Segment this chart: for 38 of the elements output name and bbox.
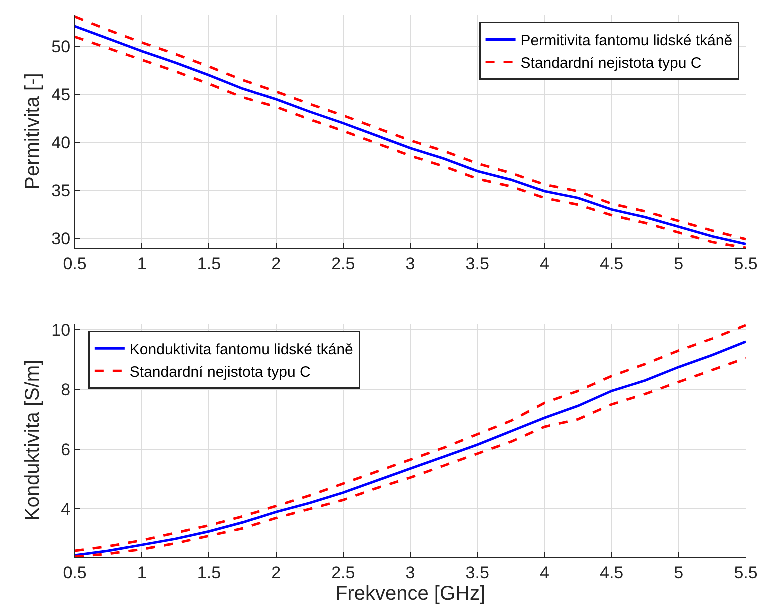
x-tick-label: 3 bbox=[406, 254, 416, 274]
x-tick-label: 5.5 bbox=[734, 254, 758, 274]
y-tick-label: 40 bbox=[52, 134, 71, 153]
x-tick-label: 2 bbox=[272, 563, 282, 582]
x-tick-label: 2.5 bbox=[332, 563, 356, 582]
y-axis-title: Konduktivita [S/m] bbox=[22, 360, 44, 522]
x-tick-label: 2 bbox=[272, 254, 282, 274]
y-tick-label: 35 bbox=[52, 181, 71, 200]
x-tick-label: 4 bbox=[540, 563, 550, 582]
legend-label: Standardní nejistota typu C bbox=[520, 55, 702, 72]
y-tick-label: 50 bbox=[52, 38, 71, 57]
y-tick-label: 4 bbox=[61, 500, 71, 520]
x-tick-label: 3 bbox=[406, 563, 416, 582]
y-tick-label: 30 bbox=[52, 229, 71, 248]
x-tick-label: 5 bbox=[674, 563, 684, 582]
x-tick-label: 5 bbox=[674, 254, 684, 274]
x-tick-label: 4.5 bbox=[600, 254, 624, 274]
x-tick-label: 3.5 bbox=[466, 563, 490, 582]
x-tick-label: 5.5 bbox=[734, 563, 758, 582]
x-tick-label: 2.5 bbox=[332, 254, 356, 274]
y-tick-label: 6 bbox=[61, 440, 71, 460]
x-tick-label: 1 bbox=[137, 563, 147, 582]
x-tick-label: 1.5 bbox=[197, 563, 222, 582]
x-tick-label: 1.5 bbox=[197, 254, 222, 274]
y-tick-label: 10 bbox=[52, 320, 71, 340]
x-tick-label: 1 bbox=[137, 254, 147, 274]
x-tick-label: 0.5 bbox=[63, 563, 87, 582]
legend-label: Standardní nejistota typu C bbox=[130, 364, 312, 382]
legend-label: Permitivita fantomu lidské tkáně bbox=[520, 32, 733, 50]
x-tick-label: 4 bbox=[540, 254, 550, 274]
x-tick-label: 4.5 bbox=[600, 563, 624, 582]
y-tick-label: 8 bbox=[61, 380, 71, 400]
x-tick-label: 3.5 bbox=[466, 254, 490, 274]
y-axis-title: Permitivita [-] bbox=[22, 73, 44, 190]
y-tick-label: 45 bbox=[52, 86, 71, 105]
legend-label: Konduktivita fantomu lidské tkáně bbox=[130, 342, 354, 359]
x-tick-label: 0.5 bbox=[63, 254, 87, 274]
x-axis-title: Frekvence [GHz] bbox=[335, 582, 486, 605]
